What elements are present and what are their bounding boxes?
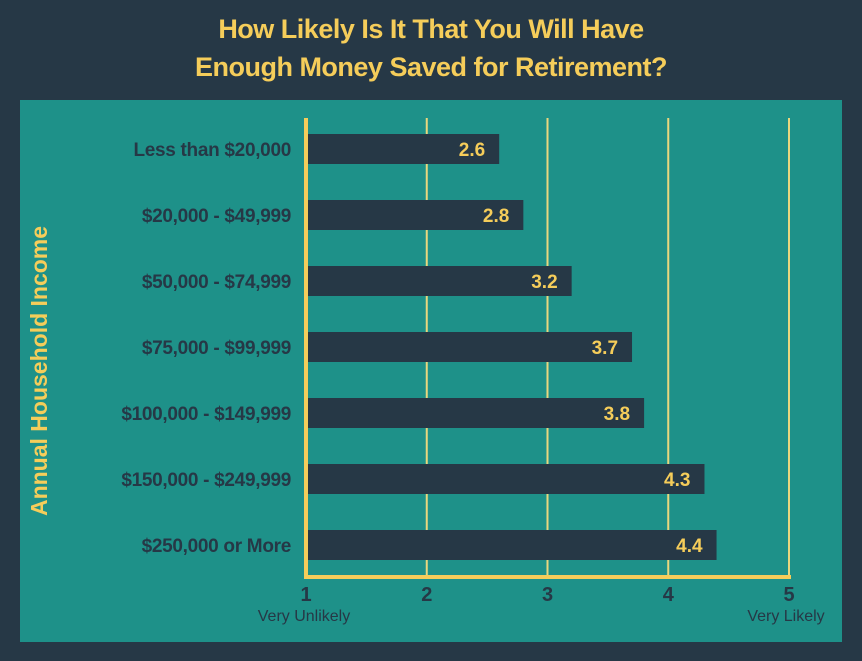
x-tick-label-3: 3 — [542, 584, 553, 606]
bar-5 — [308, 398, 645, 428]
x-end-label-high: Very Likely — [747, 608, 824, 625]
category-label-3: $50,000 - $74,999 — [142, 272, 291, 293]
bar-value-label-4: 3.7 — [592, 338, 618, 359]
bar-1 — [308, 134, 500, 164]
bar-value-label-1: 2.6 — [459, 140, 485, 161]
category-label-6: $150,000 - $249,999 — [121, 470, 291, 491]
bar-value-label-5: 3.8 — [604, 404, 630, 425]
bar-6 — [308, 464, 705, 494]
category-label-4: $75,000 - $99,999 — [142, 338, 291, 359]
x-end-label-low: Very Unlikely — [258, 608, 350, 625]
bar-value-label-7: 4.4 — [676, 536, 703, 557]
bar-4 — [308, 332, 633, 362]
category-label-5: $100,000 - $149,999 — [121, 404, 291, 425]
y-axis-title: Annual Household Income — [26, 226, 52, 516]
axes — [304, 118, 791, 579]
labels: 2.6 Less than $20,000 2.8 $20,000 - $49,999… — [26, 140, 825, 625]
category-label-7: $250,000 or More — [142, 536, 291, 557]
bar-7 — [308, 530, 717, 560]
chart-title-line-1: How Likely Is It That You Will Have — [218, 14, 644, 44]
bar-3 — [308, 266, 572, 296]
x-tick-label-1: 1 — [300, 584, 311, 606]
x-tick-label-5: 5 — [783, 584, 794, 606]
category-label-1: Less than $20,000 — [133, 140, 291, 161]
bar-2 — [308, 200, 524, 230]
bar-value-label-6: 4.3 — [664, 470, 690, 491]
bars — [308, 134, 717, 560]
chart-title: How Likely Is It That You Will Have Enou… — [0, 10, 862, 86]
bar-value-label-3: 3.2 — [531, 272, 557, 293]
chart-title-line-2: Enough Money Saved for Retirement? — [194, 52, 668, 82]
x-tick-label-2: 2 — [421, 584, 432, 606]
gridlines — [425, 118, 790, 577]
x-tick-label-4: 4 — [663, 584, 675, 606]
bar-value-label-2: 2.8 — [483, 206, 509, 227]
category-label-2: $20,000 - $49,999 — [142, 206, 291, 227]
